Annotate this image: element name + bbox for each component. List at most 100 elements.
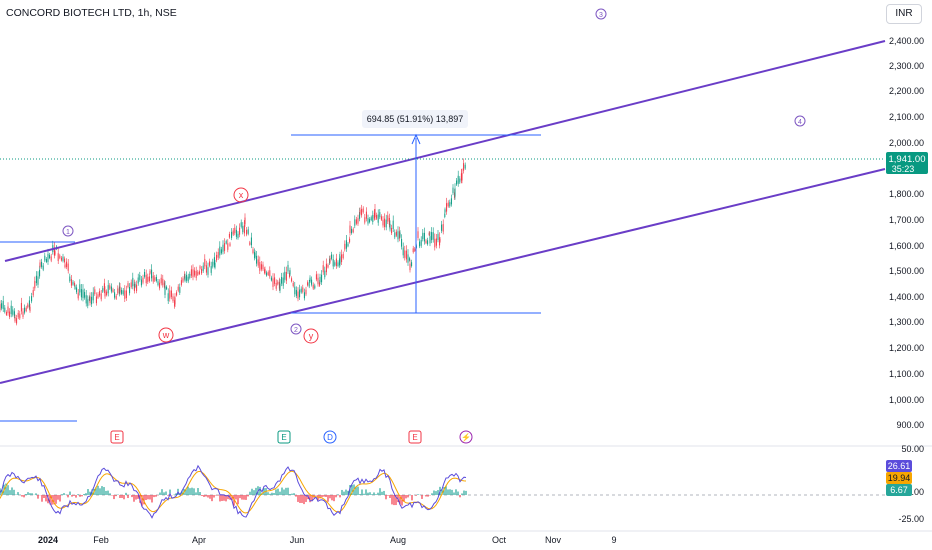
- candle-body: [335, 258, 337, 267]
- candle-body: [174, 297, 176, 305]
- candle-body: [274, 277, 276, 284]
- candle-body: [124, 290, 126, 299]
- candle-body: [252, 249, 254, 254]
- candle-body: [28, 300, 30, 308]
- candle-body: [88, 297, 90, 301]
- wave-label[interactable]: w: [162, 330, 170, 340]
- candle-body: [182, 278, 184, 282]
- indicator-value-badge: [886, 460, 912, 472]
- candle-body: [309, 277, 311, 282]
- candle-body: [385, 219, 387, 228]
- candle-body: [329, 258, 331, 263]
- candle-body: [163, 282, 165, 287]
- candle-body: [204, 258, 206, 267]
- candle-body: [257, 259, 259, 266]
- candle-body: [262, 264, 264, 270]
- candle-body: [367, 218, 369, 224]
- candle-body: [10, 305, 12, 315]
- candle-body: [92, 292, 94, 301]
- candle-body: [35, 275, 37, 284]
- indicator-value: 6.67: [890, 485, 908, 495]
- candle-body: [186, 274, 188, 281]
- candle-body: [319, 276, 321, 282]
- measure-label: 694.85 (51.91%) 13,897: [367, 114, 464, 124]
- indicator-axis[interactable]: 50.00 0.00 -25.00 26.61 19.94 6.67: [886, 444, 924, 524]
- wave-label[interactable]: x: [239, 190, 244, 200]
- candle-body: [359, 212, 361, 219]
- candle-body: [349, 225, 351, 233]
- candle-body: [287, 264, 289, 272]
- candle-body: [411, 262, 413, 267]
- price-candles: [0, 158, 466, 326]
- candle-body: [419, 241, 421, 247]
- candle-body: [60, 257, 62, 261]
- time-tick-label: Oct: [492, 535, 507, 545]
- wave-label[interactable]: 2: [294, 327, 298, 334]
- candle-body: [391, 227, 393, 234]
- event-markers[interactable]: E E D E ⚡: [110, 430, 473, 444]
- event-label: E: [281, 433, 286, 442]
- candle-body: [284, 271, 286, 280]
- candle-body: [184, 276, 186, 281]
- candle-body: [57, 253, 59, 262]
- earnings-event-icon[interactable]: [277, 430, 291, 444]
- candle-body: [91, 296, 93, 305]
- candle-body: [99, 291, 101, 296]
- price-axis[interactable]: 2,400.00 2,300.00 2,200.00 2,100.00 2,000.00…: [889, 36, 924, 430]
- candle-body: [285, 272, 287, 281]
- candle-body: [100, 293, 102, 300]
- earnings-event-icon[interactable]: [110, 430, 124, 444]
- candle-body: [220, 249, 222, 254]
- dividend-event-icon[interactable]: [323, 430, 337, 444]
- currency-button[interactable]: INR: [886, 4, 922, 24]
- drawings-layer[interactable]: 694.85 (51.91%) 13,897: [0, 40, 886, 422]
- measure-label-box: [362, 110, 468, 128]
- candle-body: [144, 272, 146, 277]
- price-tick-label: 1,400.00: [889, 292, 924, 302]
- channel-lower-line[interactable]: [0, 168, 886, 384]
- candle-body: [275, 282, 277, 289]
- candle-body: [387, 215, 389, 222]
- time-axis[interactable]: 2024 Feb Apr Jun Aug Oct Nov 9: [38, 535, 617, 545]
- symbol-title[interactable]: CONCORD BIOTECH LTD, 1h, NSE: [6, 7, 177, 19]
- wave-label[interactable]: 3: [599, 12, 603, 19]
- candle-body: [129, 286, 131, 294]
- candle-body: [127, 283, 129, 287]
- candle-body: [250, 237, 252, 246]
- price-tick-label: 2,200.00: [889, 86, 924, 96]
- candle-body: [384, 218, 386, 228]
- price-tick-label: 900.00: [896, 420, 924, 430]
- earnings-event-icon[interactable]: [408, 430, 422, 444]
- candle-body: [302, 287, 304, 292]
- candle-body: [412, 248, 414, 253]
- candle-body: [67, 263, 69, 271]
- wave-labels[interactable]: 1 2 3 4 w x y: [62, 8, 806, 344]
- candle-body: [272, 278, 274, 287]
- time-tick-label: Jun: [290, 535, 305, 545]
- candle-body: [201, 268, 203, 274]
- candle-body: [345, 240, 347, 249]
- candle-body: [47, 253, 49, 262]
- flash-event-icon[interactable]: [459, 430, 473, 444]
- candle-body: [66, 261, 68, 268]
- candle-body: [31, 296, 33, 302]
- candle-body: [414, 248, 416, 252]
- candle-body: [155, 277, 157, 281]
- candle-body: [354, 219, 356, 226]
- wave-label[interactable]: 4: [798, 119, 802, 126]
- wave-label[interactable]: y: [309, 331, 314, 341]
- candle-body: [349, 238, 351, 243]
- candle-body: [397, 231, 399, 240]
- candle-body: [347, 243, 349, 247]
- candle-body: [198, 271, 200, 275]
- candle-body: [294, 286, 296, 295]
- candle-body: [395, 231, 397, 236]
- candle-body: [80, 289, 82, 298]
- candle-body: [243, 225, 245, 234]
- price-tick-label: 1,200.00: [889, 343, 924, 353]
- wave-label[interactable]: 1: [66, 229, 70, 236]
- channel-upper-line[interactable]: [4, 40, 886, 262]
- candle-body: [157, 281, 159, 286]
